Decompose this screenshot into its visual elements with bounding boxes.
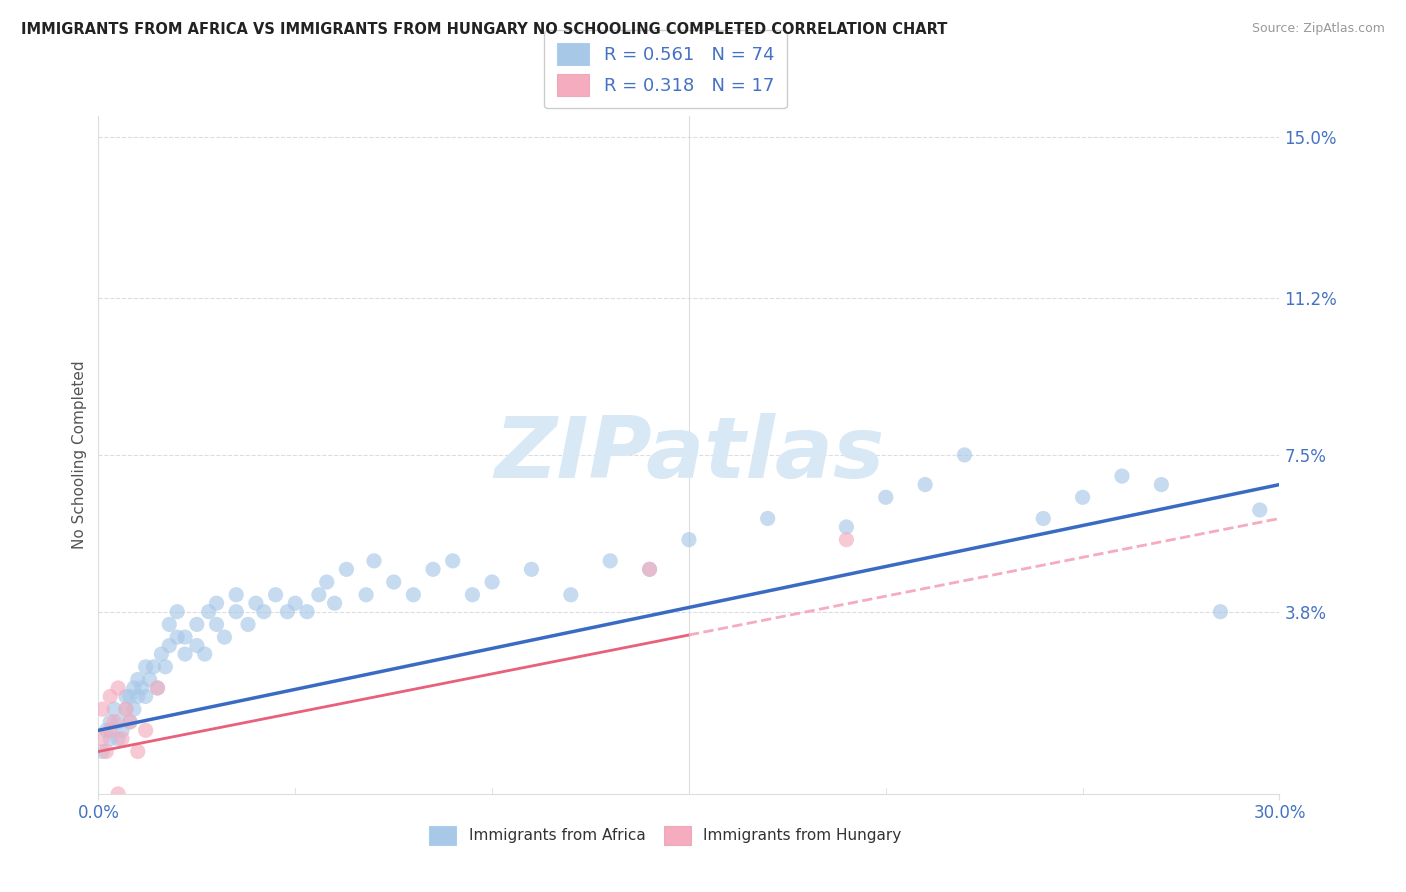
Point: [146, 681, 169, 695]
Point: [127, 744, 149, 758]
Point: [335, 562, 357, 576]
Point: [284, 596, 307, 610]
Point: [118, 690, 141, 704]
Point: [638, 562, 661, 576]
Point: [914, 477, 936, 491]
Point: [135, 723, 157, 738]
Point: [115, 690, 138, 704]
Point: [560, 588, 582, 602]
Point: [103, 714, 125, 729]
Text: ZIPatlas: ZIPatlas: [494, 413, 884, 497]
Point: [323, 596, 346, 610]
Point: [127, 690, 149, 704]
Point: [111, 723, 134, 738]
Point: [118, 714, 141, 729]
Point: [166, 605, 188, 619]
Point: [422, 562, 444, 576]
Point: [481, 575, 503, 590]
Point: [150, 647, 173, 661]
Point: [205, 596, 228, 610]
Point: [122, 681, 145, 695]
Point: [225, 605, 247, 619]
Point: [638, 562, 661, 576]
Point: [91, 731, 114, 746]
Point: [122, 808, 145, 822]
Point: [236, 617, 259, 632]
Point: [264, 588, 287, 602]
Point: [205, 617, 228, 632]
Point: [96, 723, 118, 738]
Point: [155, 660, 177, 674]
Point: [118, 714, 141, 729]
Point: [363, 554, 385, 568]
Point: [382, 575, 405, 590]
Point: [115, 702, 138, 716]
Point: [245, 596, 267, 610]
Point: [194, 647, 217, 661]
Point: [197, 605, 219, 619]
Point: [756, 511, 779, 525]
Point: [157, 639, 180, 653]
Point: [174, 630, 197, 644]
Point: [131, 681, 153, 695]
Point: [214, 630, 236, 644]
Point: [1249, 503, 1271, 517]
Text: Source: ZipAtlas.com: Source: ZipAtlas.com: [1251, 22, 1385, 36]
Point: [315, 575, 337, 590]
Point: [96, 744, 118, 758]
Point: [1209, 605, 1232, 619]
Legend: Immigrants from Africa, Immigrants from Hungary: Immigrants from Africa, Immigrants from …: [423, 820, 908, 851]
Point: [98, 723, 121, 738]
Point: [127, 673, 149, 687]
Point: [953, 448, 976, 462]
Point: [135, 660, 157, 674]
Point: [111, 731, 134, 746]
Point: [91, 744, 114, 758]
Point: [253, 605, 276, 619]
Point: [225, 588, 247, 602]
Point: [107, 787, 129, 801]
Point: [98, 690, 121, 704]
Point: [461, 588, 484, 602]
Point: [186, 639, 208, 653]
Point: [122, 702, 145, 716]
Point: [186, 617, 208, 632]
Point: [295, 605, 318, 619]
Point: [107, 714, 129, 729]
Point: [875, 490, 897, 504]
Point: [835, 520, 858, 534]
Point: [157, 617, 180, 632]
Text: IMMIGRANTS FROM AFRICA VS IMMIGRANTS FROM HUNGARY NO SCHOOLING COMPLETED CORRELA: IMMIGRANTS FROM AFRICA VS IMMIGRANTS FRO…: [21, 22, 948, 37]
Point: [1071, 490, 1094, 504]
Point: [678, 533, 700, 547]
Point: [142, 660, 165, 674]
Point: [138, 673, 160, 687]
Point: [115, 702, 138, 716]
Point: [1111, 469, 1133, 483]
Point: [599, 554, 621, 568]
Y-axis label: No Schooling Completed: No Schooling Completed: [72, 360, 87, 549]
Point: [835, 533, 858, 547]
Point: [107, 731, 129, 746]
Point: [107, 681, 129, 695]
Point: [1150, 477, 1173, 491]
Point: [354, 588, 377, 602]
Point: [276, 605, 298, 619]
Point: [174, 647, 197, 661]
Point: [146, 681, 169, 695]
Point: [135, 690, 157, 704]
Point: [520, 562, 543, 576]
Point: [166, 630, 188, 644]
Point: [1032, 511, 1054, 525]
Point: [308, 588, 330, 602]
Point: [98, 714, 121, 729]
Point: [441, 554, 464, 568]
Point: [402, 588, 425, 602]
Point: [103, 702, 125, 716]
Point: [98, 731, 121, 746]
Point: [91, 702, 114, 716]
